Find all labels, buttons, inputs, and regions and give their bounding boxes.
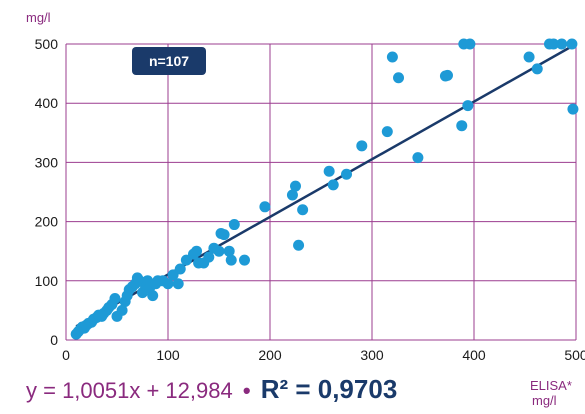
data-point bbox=[327, 179, 339, 191]
x-axis-unit-line2: mg/l bbox=[532, 393, 557, 408]
x-tick-label: 300 bbox=[360, 347, 384, 363]
y-tick-label: 200 bbox=[35, 214, 59, 230]
data-point bbox=[162, 278, 174, 290]
data-point bbox=[293, 239, 305, 251]
equation-text: y = 1,0051x + 12,984 bbox=[26, 378, 233, 403]
data-point bbox=[213, 245, 225, 257]
x-tick-label: 500 bbox=[564, 347, 585, 363]
regression-equation: y = 1,0051x + 12,984 • R² = 0,9703 bbox=[26, 374, 397, 405]
x-axis-unit-line1: ELISA* bbox=[530, 378, 572, 393]
grid bbox=[65, 43, 577, 341]
data-point bbox=[412, 152, 424, 164]
data-point bbox=[462, 100, 474, 112]
data-point bbox=[223, 245, 235, 257]
x-tick-label: 0 bbox=[62, 347, 70, 363]
data-point bbox=[286, 189, 298, 201]
data-point bbox=[191, 245, 203, 257]
data-point bbox=[456, 120, 468, 132]
x-tick-label: 100 bbox=[156, 347, 180, 363]
data-point bbox=[323, 165, 335, 177]
y-axis-ticks: 0 100 200 300 400 500 bbox=[35, 36, 59, 348]
data-point bbox=[566, 38, 578, 50]
data-point bbox=[567, 103, 579, 115]
y-tick-label: 400 bbox=[35, 95, 59, 111]
data-point bbox=[259, 201, 271, 213]
data-points bbox=[70, 38, 579, 340]
data-point bbox=[441, 69, 453, 81]
data-point bbox=[225, 254, 237, 266]
y-tick-label: 100 bbox=[35, 273, 59, 289]
data-point bbox=[297, 204, 309, 216]
sample-size-badge: n=107 bbox=[132, 47, 206, 75]
data-point bbox=[393, 72, 405, 84]
x-tick-label: 400 bbox=[462, 347, 486, 363]
r-squared-text: R² = 0,9703 bbox=[260, 374, 398, 404]
sample-size-label: n=107 bbox=[149, 53, 189, 69]
data-point bbox=[290, 180, 301, 192]
data-point bbox=[218, 229, 230, 241]
y-tick-label: 500 bbox=[35, 36, 59, 52]
y-tick-label: 300 bbox=[35, 154, 59, 170]
x-tick-label: 200 bbox=[258, 347, 282, 363]
data-point bbox=[203, 251, 215, 263]
data-point bbox=[523, 51, 535, 63]
data-point bbox=[147, 290, 159, 302]
data-point bbox=[116, 304, 128, 316]
y-axis-unit: mg/l bbox=[26, 10, 51, 25]
data-point bbox=[548, 38, 560, 50]
data-point bbox=[109, 293, 121, 305]
separator: • bbox=[242, 378, 251, 403]
data-point bbox=[239, 254, 250, 266]
data-point bbox=[381, 126, 393, 138]
data-point bbox=[356, 140, 368, 152]
data-point bbox=[531, 63, 543, 75]
y-tick-label: 0 bbox=[50, 332, 58, 348]
data-point bbox=[172, 278, 184, 290]
data-point bbox=[228, 219, 240, 231]
data-point bbox=[556, 38, 568, 50]
data-point bbox=[464, 38, 476, 50]
data-point bbox=[174, 263, 186, 275]
x-axis-ticks: 0 100 200 300 400 500 bbox=[62, 347, 585, 363]
data-point bbox=[341, 168, 352, 180]
data-point bbox=[386, 51, 398, 63]
